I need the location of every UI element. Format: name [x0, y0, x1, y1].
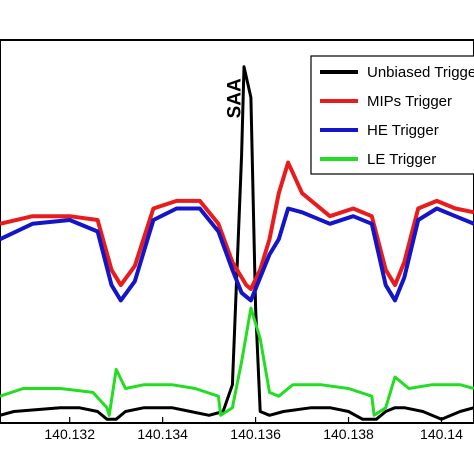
series-layer	[0, 65, 474, 421]
series-line-le-trigger	[0, 306, 474, 417]
x-axis: 140.132 140.134 140.136 140.138 140.14	[44, 417, 463, 442]
x-tick-label: 140.136	[230, 426, 281, 442]
legend-label: LE Trigger	[367, 151, 436, 168]
legend: Unbiased Trigger MIPs Trigger HE Trigger LE…	[310, 55, 474, 175]
series-line-mips-trigger	[0, 160, 474, 291]
series-line-unbiased-trigger	[0, 65, 474, 421]
legend-label: MIPs Trigger	[367, 93, 452, 110]
x-tick-label: 140.14	[420, 426, 463, 442]
x-tick-label: 140.138	[323, 426, 374, 442]
series-line-he-trigger	[0, 206, 474, 303]
x-tick-label: 140.132	[44, 426, 95, 442]
legend-label: Unbiased Trigger	[367, 64, 474, 81]
saa-annotation: SAA	[224, 78, 245, 118]
x-tick-label: 140.134	[137, 426, 188, 442]
legend-box	[310, 55, 474, 175]
legend-label: HE Trigger	[367, 122, 439, 139]
